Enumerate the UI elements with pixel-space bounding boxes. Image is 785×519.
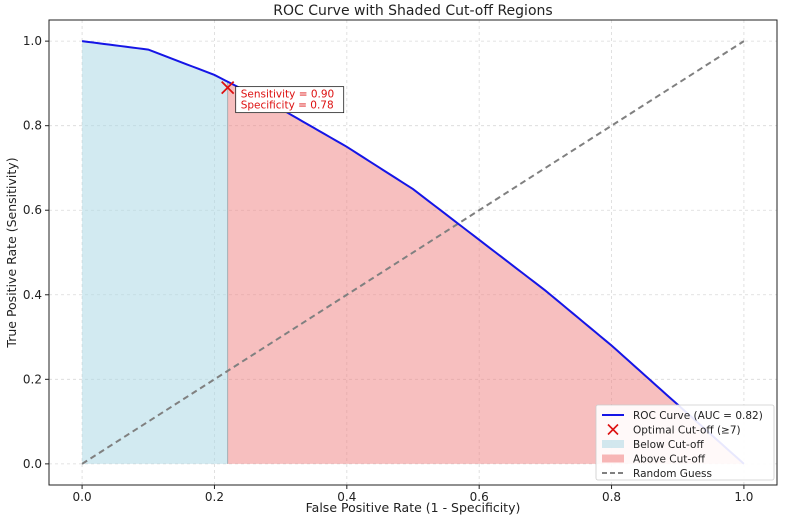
random-guess-line <box>81 40 745 465</box>
y-tick-label: 0.4 <box>23 288 42 302</box>
x-tick-label: 0.2 <box>205 490 224 504</box>
axes: 0.0 0.2 0.4 0.6 0.8 1.0 0.0 0.2 0.4 0.6 0.8 1.0 <box>23 19 778 504</box>
x-axis-title: False Positive Rate (1 - Specificity) <box>306 500 521 515</box>
sensitivity-annotation: Sensitivity = 0.90 <box>241 89 335 101</box>
legend-label: Below Cut-off <box>633 439 704 451</box>
y-tick-label: 0.8 <box>23 119 42 133</box>
legend-label: Random Guess <box>633 468 712 480</box>
cutoff-marker <box>221 80 235 95</box>
legend-label: Optimal Cut-off (≥7) <box>633 425 741 437</box>
plot-frame <box>48 19 778 486</box>
chart-title: ROC Curve with Shaded Cut-off Regions <box>273 3 552 19</box>
above-cutoff-area <box>227 81 744 464</box>
x-tick-label: 0.6 <box>470 490 489 504</box>
roc-curve-line <box>81 40 745 465</box>
x-tick-label: 1.0 <box>734 490 753 504</box>
legend-box <box>595 404 775 481</box>
below-cutoff-area <box>82 41 228 464</box>
legend-swatch-area <box>602 440 624 448</box>
y-axis-title: True Positive Rate (Sensitivity) <box>4 157 19 348</box>
legend-label: ROC Curve (AUC = 0.82) <box>633 410 763 422</box>
x-tick-label: 0.0 <box>73 490 92 504</box>
legend-swatch-cutoff <box>607 423 619 436</box>
specificity-annotation: Specificity = 0.78 <box>241 100 334 112</box>
y-tick-label: 0.2 <box>23 372 42 386</box>
legend-label: Above Cut-off <box>633 454 706 466</box>
y-tick-label: 0.0 <box>23 457 42 471</box>
x-tick-label: 0.8 <box>602 490 621 504</box>
legend-swatch-area <box>602 454 624 463</box>
annotation-box <box>235 86 345 114</box>
shaded-regions <box>82 41 744 464</box>
y-tick-label: 0.6 <box>23 203 42 217</box>
series-lines <box>81 40 745 465</box>
legend: ROC Curve (AUC = 0.82) Optimal Cut-off (≥… <box>595 404 775 481</box>
x-tick-label: 0.4 <box>337 490 356 504</box>
y-tick-label: 1.0 <box>23 34 42 48</box>
